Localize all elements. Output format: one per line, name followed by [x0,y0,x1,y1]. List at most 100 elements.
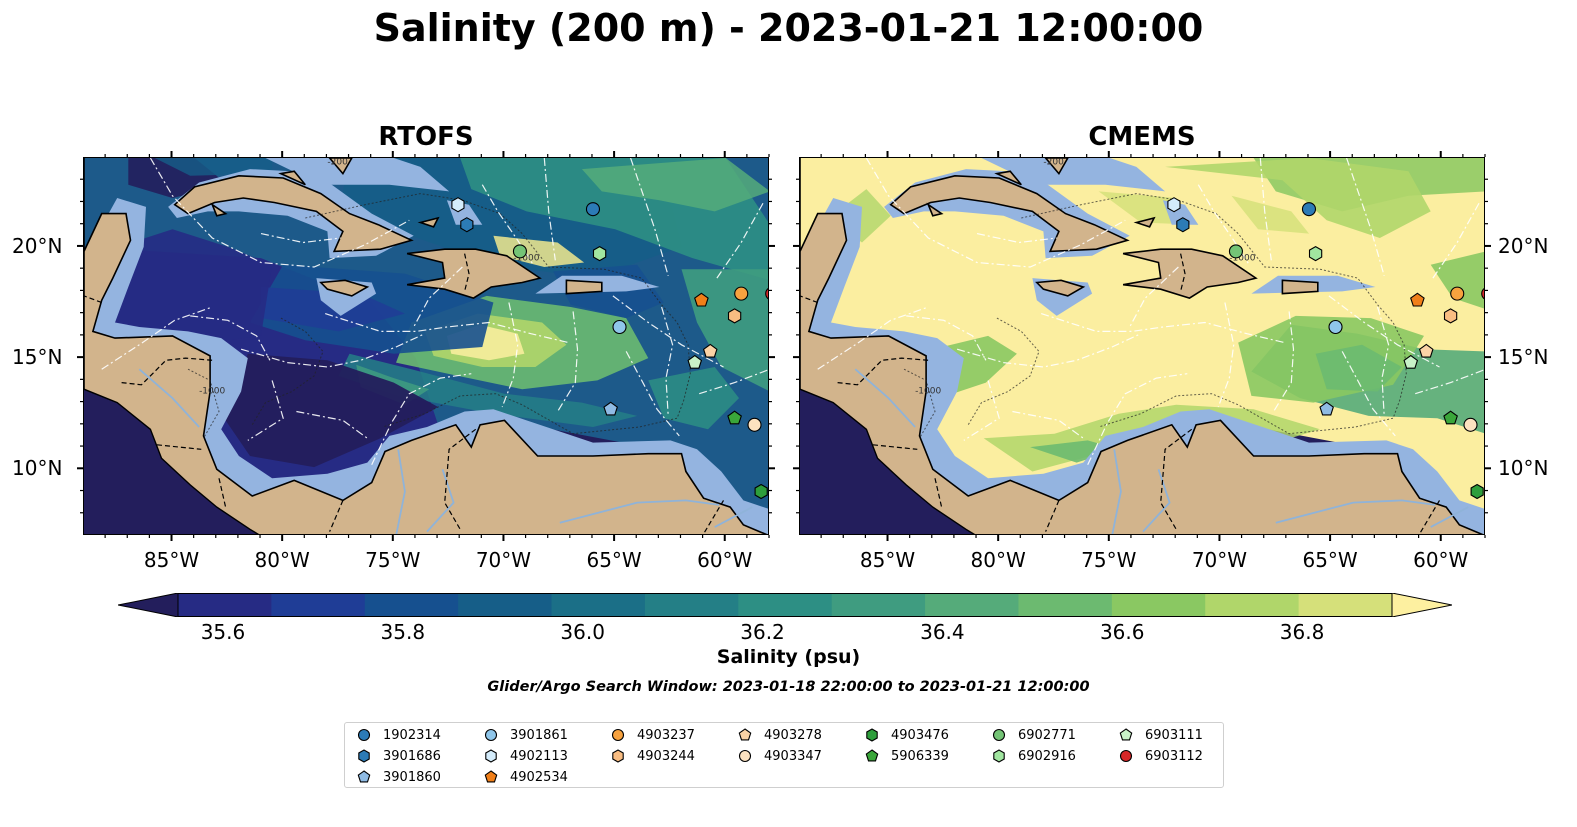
island [1035,279,1086,297]
legend-marker-circle [357,728,371,742]
legend-marker-hexagon [358,749,370,763]
legend-symbol [357,728,371,742]
contour-label: -1000 [513,253,539,263]
legend-label: 4902534 [510,769,568,785]
eez-boundary [1341,351,1396,437]
salinity-patch [1315,344,1402,392]
eez-boundary [190,315,271,361]
eez-boundary [1041,313,1285,344]
salinity-patch [1430,251,1484,309]
river [1111,449,1122,534]
legend-symbol [993,749,1005,763]
legend-label: 3901861 [510,727,568,743]
shelf-island [981,158,1166,192]
river [714,506,753,528]
legend-label: 4903347 [764,748,822,764]
float-marker-1902314 [1301,202,1317,217]
legend-marker-pentagon [357,770,371,783]
island [328,158,353,175]
island [278,170,306,186]
legend-label: 4903237 [637,727,695,743]
eez-boundary [1217,302,1235,408]
legend-label: 4903244 [637,748,695,764]
lat-tick-label: 20°N [12,233,63,258]
legend-item: 1902314 [355,726,441,744]
shelf-island [265,158,450,192]
legend-symbol [358,749,370,763]
bathymetry-contour [187,368,220,439]
eez-boundary [699,369,768,395]
float-marker-4902534 [694,292,709,307]
eez-boundary [612,295,724,368]
salinity-patch [225,353,439,468]
legend-label: 4903278 [764,727,822,743]
pacific-ocean [800,389,974,534]
colorbar-tick-label: 36.8 [1279,620,1325,644]
float-marker-5906339 [727,410,742,425]
lat-tick-label: 10°N [1498,456,1549,481]
legend-marker-hexagon [993,749,1005,763]
contour-label: -1000 [1229,253,1255,263]
colorbar-bin [1205,593,1300,617]
legend-label: 5906339 [891,748,949,764]
country-border [329,500,344,532]
float-marker-4903476 [754,483,768,500]
legend-item: 6902916 [990,747,1076,765]
country-border [1419,500,1441,534]
colorbar-outline [177,593,1393,617]
eez-boundary [296,410,368,439]
panel-title-rtofs: RTOFS [378,122,474,152]
float-marker-4903347 [747,417,762,432]
legend-item: 3901860 [355,768,441,786]
legend-label: 6903111 [1145,727,1203,743]
river [1430,506,1469,528]
float-marker-4903347 [1463,417,1478,432]
island [210,202,228,217]
bathymetry-contour [967,317,1040,426]
float-marker-6902916 [592,245,607,262]
eez-boundary [1328,295,1440,368]
bathymetry-contour [1021,193,1407,435]
island [417,216,440,228]
island [406,248,542,299]
legend-symbol [866,728,878,742]
pacific-ocean [84,389,258,534]
legend-symbol [865,749,879,762]
map-cmems: -1000 -1000 -200 [800,158,1484,534]
country-border [464,253,470,292]
float-marker-3901860 [1319,401,1334,416]
lon-tick-label: 65°W [1302,548,1358,572]
float-marker-4903278 [702,343,718,358]
float-marker-3901861 [1328,319,1343,335]
legend-item: 4902534 [482,768,568,786]
colorbar-bin [1111,593,1206,617]
legend-symbol [484,728,498,742]
eez-boundary [1129,266,1179,328]
eez-boundary [865,158,1126,268]
lon-tick-label: 75°W [365,548,421,572]
lon-tick-label: 75°W [1081,548,1137,572]
eez-boundary [956,333,1142,368]
eez-boundary [413,266,463,328]
bathymetry-contour [305,193,691,435]
legend-marker-circle [484,728,498,742]
colorbar-extend-low [118,593,179,617]
legend-item: 4903244 [609,747,695,765]
eez-boundary [1259,158,1272,261]
eez-boundary [149,158,410,268]
river [138,368,200,428]
eez-boundary [1346,158,1385,276]
lat-tick-label: 10°N [12,456,63,481]
eez-boundary [247,380,284,441]
legend-item: 6903112 [1117,747,1203,765]
float-marker-4903244 [1443,308,1458,324]
eez-boundary [1087,373,1188,466]
lon-tick-label: 70°W [475,548,532,572]
legend-item: 5906339 [863,747,949,765]
lat-tick-label: 20°N [1498,233,1549,258]
legend-item: 3901686 [355,747,441,765]
salinity-patch [581,158,768,212]
salinity-patch [648,367,739,430]
eez-boundary [963,380,1000,441]
legend-marker-circle [611,728,625,742]
